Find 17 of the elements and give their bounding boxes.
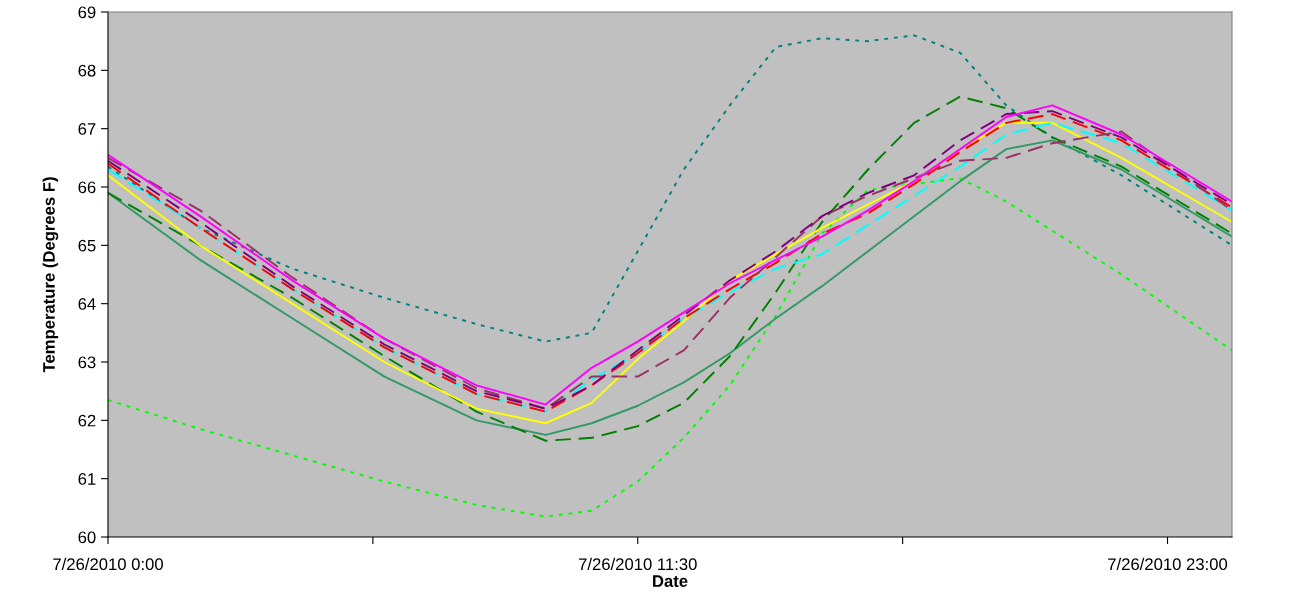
x-tick-label: 7/26/2010 23:00 <box>1108 557 1228 571</box>
line-series <box>108 34 1232 343</box>
y-tick-label: 65 <box>78 239 96 252</box>
y-tick-label: 69 <box>78 6 96 19</box>
y-tick-label: 67 <box>78 123 96 135</box>
y-tick-label: 62 <box>78 414 96 427</box>
y-tick-label: 64 <box>78 298 96 310</box>
x-axis-title: Date <box>653 575 688 587</box>
y-tick-label: 60 <box>78 531 96 544</box>
x-tick-label: 7/26/2010 0:00 <box>53 557 163 571</box>
y-axis-title: Temperature (Degrees F) <box>42 177 59 373</box>
line-series <box>108 177 1232 518</box>
y-tick-label: 63 <box>78 356 96 369</box>
y-tick-label: 68 <box>78 64 96 77</box>
y-tick-label: 61 <box>78 473 96 485</box>
y-tick-label: 66 <box>78 181 96 194</box>
x-tick-label: 7/26/2010 11:30 <box>578 557 697 571</box>
